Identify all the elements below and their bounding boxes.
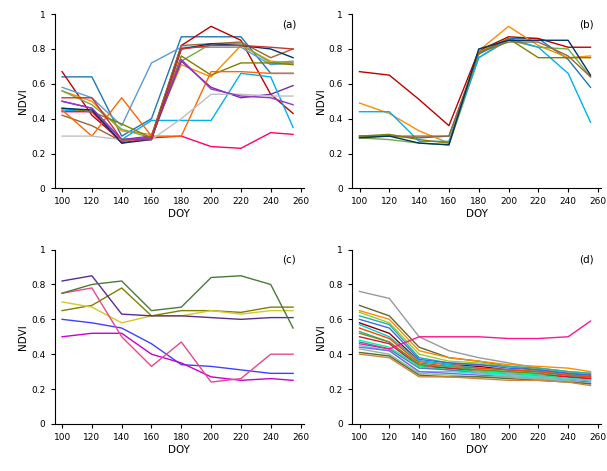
Y-axis label: NDVI: NDVI — [18, 89, 29, 114]
Text: (b): (b) — [579, 19, 594, 29]
Text: (d): (d) — [579, 255, 594, 265]
Text: (c): (c) — [282, 255, 296, 265]
X-axis label: DOY: DOY — [466, 445, 487, 455]
Y-axis label: NDVI: NDVI — [316, 89, 326, 114]
X-axis label: DOY: DOY — [168, 209, 190, 219]
Y-axis label: NDVI: NDVI — [316, 324, 326, 349]
Text: (a): (a) — [282, 19, 296, 29]
Y-axis label: NDVI: NDVI — [18, 324, 29, 349]
X-axis label: DOY: DOY — [168, 445, 190, 455]
X-axis label: DOY: DOY — [466, 209, 487, 219]
